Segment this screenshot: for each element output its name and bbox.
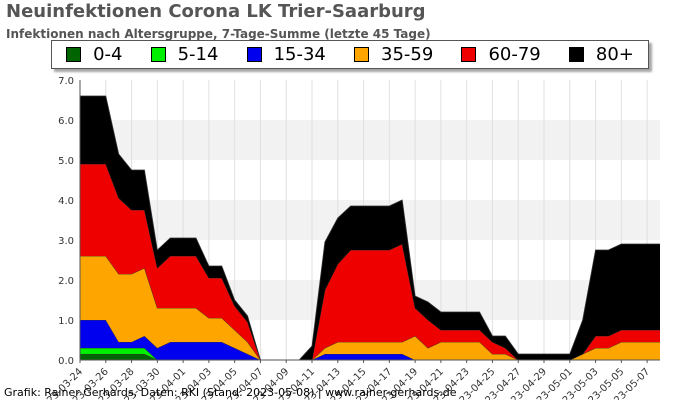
area-series-0-4 bbox=[80, 354, 660, 360]
legend-swatch bbox=[150, 47, 166, 62]
y-tick-label: 5.0 bbox=[58, 156, 74, 167]
y-tick-label: 0.0 bbox=[58, 356, 74, 367]
legend-item-0-4: 0-4 bbox=[66, 44, 122, 65]
legend-item-80+: 80+ bbox=[568, 44, 634, 65]
area-series-5-14 bbox=[80, 348, 660, 360]
y-tick-label: 7.0 bbox=[58, 76, 74, 87]
legend-item-60-79: 60-79 bbox=[461, 44, 541, 65]
area-series-15-34 bbox=[80, 320, 660, 360]
legend-label: 60-79 bbox=[488, 44, 541, 65]
grid-band bbox=[80, 160, 660, 200]
legend-item-15-34: 15-34 bbox=[246, 44, 326, 65]
legend-label: 15-34 bbox=[273, 44, 326, 65]
legend-item-5-14: 5-14 bbox=[150, 44, 219, 65]
y-tick-label: 6.0 bbox=[58, 116, 74, 127]
area-series-80+ bbox=[80, 96, 660, 360]
data-credit: Grafik: Rainer Gerhards, Daten: RKI (Sta… bbox=[4, 386, 457, 399]
y-tick-labels: 0.0 1.0 2.0 3.0 4.0 5.0 6.0 7.0 bbox=[58, 76, 74, 367]
grid-band bbox=[80, 120, 660, 160]
legend-swatch bbox=[568, 47, 584, 62]
y-tick-label: 1.0 bbox=[58, 316, 74, 327]
legend-swatch bbox=[246, 47, 262, 62]
legend-swatch bbox=[66, 47, 82, 62]
legend-label: 0-4 bbox=[93, 44, 123, 65]
legend-label: 80+ bbox=[595, 44, 634, 65]
area-series-60-79 bbox=[80, 164, 660, 360]
area-series-35-59 bbox=[80, 256, 660, 360]
chart-title: Neuinfektionen Corona LK Trier-Saarburg bbox=[6, 1, 426, 22]
grid-band bbox=[80, 80, 660, 120]
axes bbox=[79, 80, 660, 361]
legend-label: 5-14 bbox=[177, 44, 219, 65]
legend-swatch bbox=[354, 47, 370, 62]
y-tick-label: 2.0 bbox=[58, 276, 74, 287]
area-outline-80+ bbox=[80, 95, 660, 361]
y-tick-label: 4.0 bbox=[58, 196, 74, 207]
legend-item-35-59: 35-59 bbox=[354, 44, 433, 65]
chart-subtitle: Infektionen nach Altersgruppe, 7-Tage-Su… bbox=[6, 27, 431, 41]
legend-swatch bbox=[461, 47, 477, 62]
legend: 0-4 5-14 15-34 35-59 60-79 80+ bbox=[51, 40, 649, 69]
legend-label: 35-59 bbox=[381, 44, 434, 65]
y-tick-label: 3.0 bbox=[58, 236, 74, 247]
